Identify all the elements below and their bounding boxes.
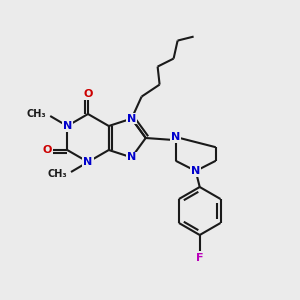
- Text: O: O: [43, 145, 52, 155]
- Text: CH₃: CH₃: [27, 109, 46, 119]
- Text: F: F: [196, 253, 203, 263]
- Text: N: N: [171, 132, 180, 142]
- Text: N: N: [63, 121, 72, 131]
- Text: CH₃: CH₃: [47, 169, 67, 179]
- Text: N: N: [191, 166, 200, 176]
- Text: N: N: [127, 152, 136, 162]
- Text: O: O: [83, 89, 93, 99]
- Text: N: N: [83, 157, 93, 167]
- Text: N: N: [127, 114, 136, 124]
